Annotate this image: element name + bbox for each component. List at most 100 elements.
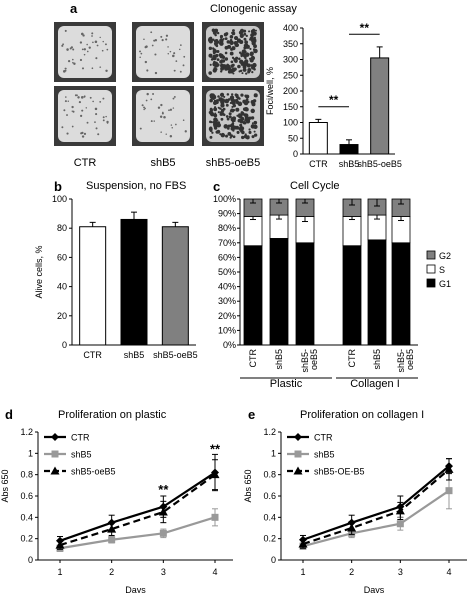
y-tick-label: 1.2: [20, 427, 33, 437]
colony-dot: [225, 64, 229, 69]
legend-label: CTR: [314, 433, 333, 443]
colony-dot: [66, 48, 69, 51]
x-tick-label: shB5: [372, 349, 382, 370]
colony-dot: [106, 122, 109, 124]
colony-dot: [212, 95, 217, 100]
y-tick-label: 350: [283, 39, 298, 49]
legend-marker: [50, 466, 60, 475]
colony-dot: [231, 31, 234, 35]
colony-dot: [220, 132, 226, 138]
panel-c-label: c: [213, 179, 220, 194]
data-point: [347, 523, 357, 532]
colony-dot: [91, 67, 94, 70]
colony-dot: [178, 48, 181, 51]
data-point: [298, 539, 308, 548]
colony-dot: [229, 35, 234, 39]
panel-a-title: Clonogenic assay: [210, 3, 297, 15]
data-point: [395, 506, 405, 515]
y-tick-label: 0.6: [263, 491, 276, 501]
colony-dot: [209, 129, 213, 132]
colony-dot: [208, 39, 213, 44]
colony-dot: [209, 108, 214, 112]
colony-dot: [160, 35, 163, 38]
data-point: [210, 470, 220, 479]
colony-dot: [240, 55, 243, 58]
x-axis-label: Days: [364, 585, 385, 593]
colony-dot: [234, 42, 239, 48]
colony-dot: [72, 48, 75, 51]
y-tick-label: 0: [293, 149, 298, 159]
colony-dot: [169, 135, 173, 138]
legend-label: shB5: [314, 450, 335, 460]
colony-dot: [217, 111, 220, 114]
colony-dot: [144, 107, 146, 110]
colony-dot: [236, 114, 239, 117]
colony-dot: [250, 65, 256, 70]
colony-dot: [216, 119, 219, 122]
colony-dot: [253, 120, 258, 125]
colony-dot: [225, 32, 229, 36]
colony-dot: [236, 38, 241, 43]
colony-dot: [95, 113, 98, 116]
well-plate: [136, 26, 190, 78]
clonogenic-photos: [54, 22, 264, 146]
colony-dot: [63, 109, 66, 112]
colony-dot: [208, 53, 213, 58]
bar-shb5: [339, 144, 359, 155]
colony-dot: [139, 127, 142, 130]
colony-dot: [230, 126, 234, 130]
colony-dot: [146, 69, 149, 72]
colony-dot: [230, 64, 234, 68]
colony-dot: [245, 72, 248, 75]
colony-dot: [92, 100, 94, 103]
colony-dot: [95, 57, 98, 60]
panel-b-label: b: [54, 179, 62, 194]
colony-dot: [220, 103, 225, 108]
colony-dot: [209, 63, 212, 66]
colony-dot: [229, 95, 235, 100]
legend-label: S: [439, 265, 445, 275]
colony-dot: [150, 31, 153, 34]
colony-dot: [226, 127, 230, 130]
data-point: [396, 520, 404, 528]
colony-dot: [144, 60, 148, 64]
colony-dot: [163, 115, 166, 119]
legend-label: shB5-OE-B5: [314, 467, 365, 477]
panel-e-title: Proliferation on collagen I: [300, 409, 424, 421]
colony-dot: [220, 66, 225, 71]
colony-dot: [244, 135, 248, 139]
colony-dot: [222, 113, 226, 117]
bar-shb5: [120, 218, 148, 346]
data-point: [158, 507, 168, 516]
colony-dot: [154, 71, 158, 75]
legend-label: shB5: [71, 450, 92, 460]
colony-dot: [91, 32, 94, 35]
colony-dot: [211, 131, 214, 134]
data-point: [211, 513, 219, 521]
colony-dot: [240, 93, 244, 97]
colony-dot: [248, 130, 252, 134]
x-axis-label: Days: [125, 585, 146, 593]
colony-dot: [175, 123, 177, 126]
legend-marker: [294, 450, 302, 458]
group-label-collagen: Collagen I: [350, 378, 400, 390]
colony-dot: [145, 45, 148, 48]
y-tick-label: 100: [283, 118, 298, 128]
colony-dot: [102, 97, 105, 100]
colony-dot: [145, 99, 148, 102]
x-tick-label: shB5: [339, 159, 360, 169]
colony-dot: [71, 125, 74, 128]
colony-dot: [251, 122, 254, 125]
colony-dot: [235, 100, 240, 105]
colony-dot: [91, 35, 93, 37]
y-tick-label: 20%: [218, 311, 236, 321]
colony-dot: [223, 124, 229, 129]
colony-dot: [170, 124, 173, 126]
colony-dot: [240, 135, 245, 140]
colony-dot: [179, 70, 182, 73]
colony-dot: [242, 107, 247, 112]
colony-dot: [214, 39, 219, 43]
x-tick-label: 2: [109, 567, 114, 577]
colony-dot: [216, 58, 220, 62]
